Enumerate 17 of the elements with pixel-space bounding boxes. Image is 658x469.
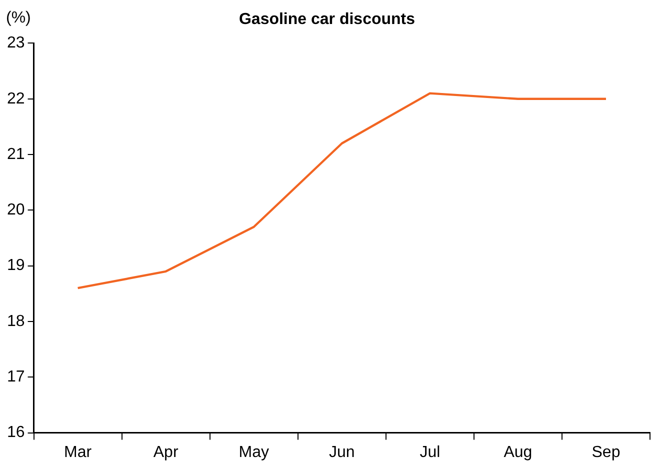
- y-tick-label: 22: [7, 90, 25, 108]
- chart-title: Gasoline car discounts: [238, 11, 416, 28]
- y-tick-label: 16: [7, 424, 25, 442]
- y-tick-label: 19: [7, 257, 25, 274]
- y-tick-label: 23: [7, 34, 25, 52]
- x-tick-label: Sep: [592, 444, 620, 461]
- x-tick-label: Mar: [64, 444, 92, 461]
- x-tick-label: Jul: [420, 444, 440, 461]
- x-tick-label: Aug: [504, 444, 532, 461]
- y-axis-title: (%): [6, 9, 31, 26]
- x-tick-label: May: [238, 444, 269, 461]
- y-tick-label: 20: [7, 202, 25, 219]
- y-tick-label: 18: [7, 312, 25, 330]
- x-tick-label: Apr: [153, 444, 179, 461]
- y-tick-label: 21: [7, 146, 25, 163]
- x-tick-label: Jun: [329, 444, 355, 461]
- y-tick-label: 17: [7, 368, 25, 386]
